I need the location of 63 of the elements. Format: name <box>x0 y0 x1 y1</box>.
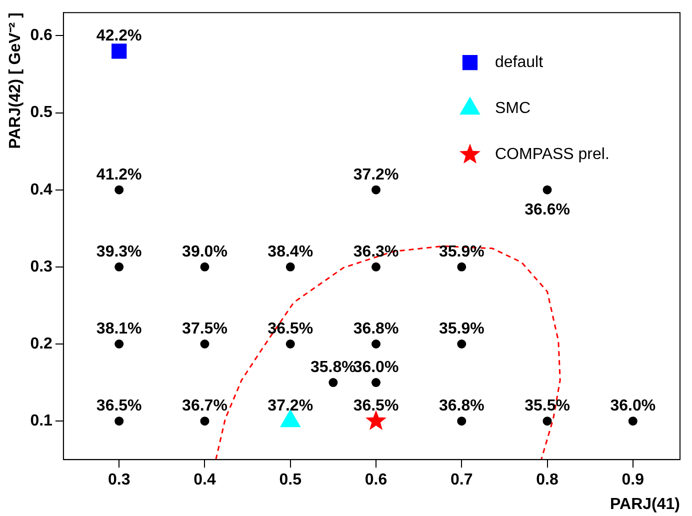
point <box>114 185 124 194</box>
annotation: 42.2% <box>96 28 142 45</box>
annotation: 35.9% <box>438 243 484 260</box>
point <box>328 378 338 388</box>
y-tick-label: 0.6 <box>30 27 53 44</box>
x-tick-label: 0.9 <box>622 472 644 489</box>
legend-label: SMC <box>495 100 531 118</box>
annotation: 35.8% <box>310 358 356 376</box>
x-tick-label: 0.3 <box>108 472 130 489</box>
legend-label: COMPASS prel. <box>495 146 610 164</box>
y-axis-title: PARJ(42) [ GeV⁻² ] <box>7 12 24 149</box>
point <box>200 262 210 272</box>
y-tick-label: 0.1 <box>30 412 53 430</box>
x-tick-label: 0.8 <box>536 472 558 489</box>
legend-label: default <box>495 54 544 72</box>
point <box>542 416 552 426</box>
annotation: 36.0% <box>353 358 399 376</box>
annotation: 36.6% <box>524 201 570 218</box>
point <box>200 339 210 348</box>
y-tick-label: 0.3 <box>30 258 53 276</box>
annotation: 36.5% <box>353 397 399 414</box>
annotation: 35.5% <box>524 397 570 414</box>
point <box>112 44 127 59</box>
x-tick-label: 0.6 <box>364 472 388 489</box>
point <box>372 339 381 348</box>
point <box>372 378 381 388</box>
annotation: 36.8% <box>353 320 399 338</box>
point <box>457 416 466 426</box>
annotation: 39.0% <box>182 243 228 260</box>
point <box>372 185 381 194</box>
x-tick-label: 0.4 <box>194 472 216 489</box>
y-tick-label: 0.4 <box>30 181 53 198</box>
point <box>114 262 124 272</box>
annotation: 36.8% <box>438 397 484 414</box>
point <box>114 339 124 348</box>
point <box>286 339 295 348</box>
annotation: 35.9% <box>438 320 484 338</box>
annotation: 37.2% <box>268 397 314 414</box>
point <box>542 185 552 194</box>
point <box>114 416 124 426</box>
annotation: 39.3% <box>96 243 142 260</box>
annotation: 36.5% <box>96 397 142 414</box>
point <box>286 262 295 272</box>
point <box>200 416 210 426</box>
point <box>457 262 466 272</box>
point <box>457 339 466 348</box>
point <box>366 410 386 430</box>
annotation: 37.5% <box>182 320 228 338</box>
annotation: 36.5% <box>268 320 314 338</box>
annotation: 38.1% <box>96 320 142 338</box>
y-tick-label: 0.2 <box>30 335 53 352</box>
point <box>628 416 638 426</box>
annotation: 36.7% <box>182 397 228 414</box>
x-tick-label: 0.5 <box>279 472 302 489</box>
y-tick-label: 0.5 <box>30 104 53 122</box>
x-tick-label: 0.7 <box>450 472 473 489</box>
annotation: 41.2% <box>96 166 142 184</box>
annotation: 37.2% <box>353 166 399 184</box>
annotation: 36.0% <box>610 397 656 414</box>
annotation: 36.3% <box>353 243 399 260</box>
point <box>372 262 381 272</box>
annotation: 38.4% <box>268 243 314 260</box>
x-axis-title: PARJ(41) <box>610 496 680 513</box>
